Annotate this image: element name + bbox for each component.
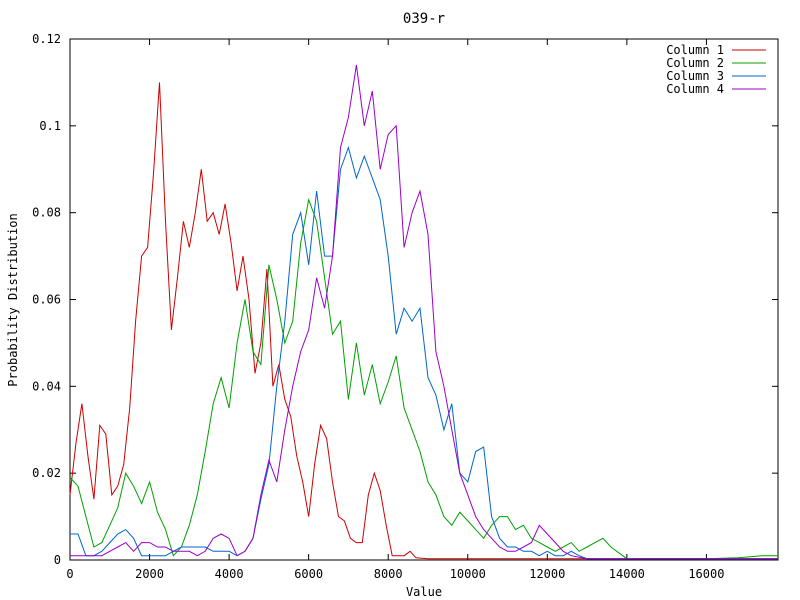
y-tick-label: 0.12 (32, 32, 61, 46)
series-line-2 (69, 197, 778, 560)
y-tick-label: 0.02 (32, 466, 61, 480)
x-tick-label: 6000 (294, 567, 323, 581)
axes (69, 38, 779, 561)
y-tick-label: 0.1 (39, 119, 61, 133)
x-tick-label: 8000 (374, 567, 403, 581)
series-line-3 (70, 145, 778, 560)
x-tick-label: 10000 (450, 567, 486, 581)
x-tick-label: 2000 (135, 567, 164, 581)
x-tick-label: 12000 (529, 567, 565, 581)
y-tick-label: 0 (54, 553, 61, 567)
x-tick-label: 4000 (215, 567, 244, 581)
legend-label-3: Column 3 (666, 69, 724, 83)
legend-label-2: Column 2 (666, 56, 724, 70)
y-tick-label: 0.04 (32, 379, 61, 393)
x-tick-label: 16000 (688, 567, 724, 581)
series-lines (69, 64, 778, 560)
x-axis-label: Value (406, 585, 442, 599)
chart-title: 039-r (403, 11, 445, 27)
y-axis-label: Probability Distribution (6, 213, 20, 386)
x-tick-label: 0 (66, 567, 73, 581)
y-tick-label: 0.06 (32, 293, 61, 307)
legend-label-4: Column 4 (666, 82, 724, 96)
x-tick-label: 14000 (609, 567, 645, 581)
plot-frame (69, 38, 779, 561)
ticks: 0 2000 4000 6000 8000 10000 12000 14000 16000 0 0.… (32, 32, 778, 581)
series-line-1 (69, 82, 778, 560)
series-line-4 (70, 64, 778, 560)
legend-label-1: Column 1 (666, 43, 724, 57)
y-tick-label: 0.08 (32, 206, 61, 220)
